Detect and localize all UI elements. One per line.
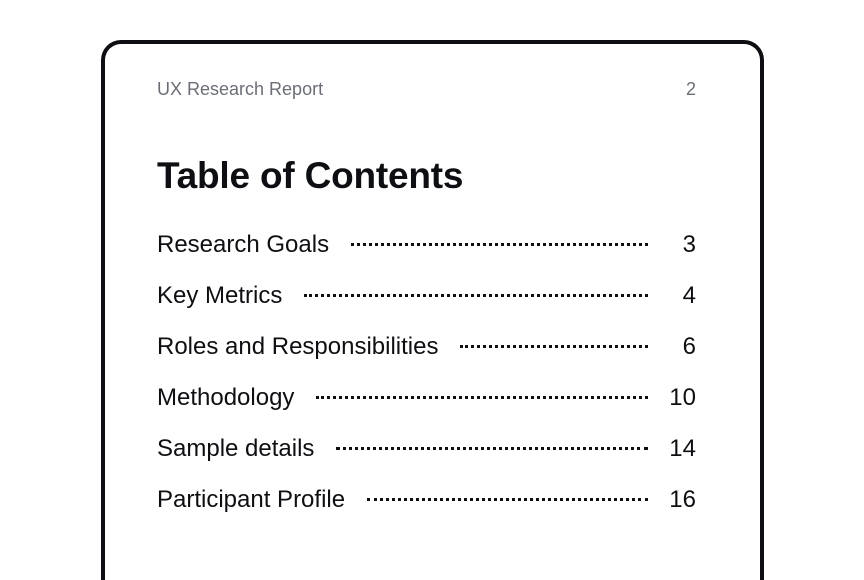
report-title: UX Research Report [157, 79, 324, 99]
toc-entry-roles-and-responsibilities[interactable]: Roles and Responsibilities 6 [157, 332, 696, 383]
toc-list: Research Goals 3 Key Metrics 4 Roles and… [157, 230, 696, 536]
dot-leader [316, 396, 648, 399]
toc-entry-page: 14 [669, 435, 696, 462]
toc-entry-methodology[interactable]: Methodology 10 [157, 383, 696, 434]
toc-entry-label: Key Metrics [157, 282, 283, 309]
toc-entry-research-goals[interactable]: Research Goals 3 [157, 230, 696, 281]
toc-entry-page: 3 [682, 231, 696, 258]
toc-entry-page: 6 [682, 333, 696, 360]
toc-entry-page: 16 [669, 486, 696, 513]
toc-entry-participant-profile[interactable]: Participant Profile 16 [157, 485, 696, 536]
dot-leader [336, 447, 648, 450]
toc-entry-label: Sample details [157, 435, 315, 462]
dot-leader [304, 294, 648, 297]
toc-entry-page: 4 [682, 282, 696, 309]
page-number: 2 [685, 79, 696, 99]
toc-entry-page: 10 [669, 384, 696, 411]
toc-entry-label: Methodology [157, 384, 295, 411]
page-header: UX Research Report 2 [157, 78, 696, 100]
toc-entry-sample-details[interactable]: Sample details 14 [157, 434, 696, 485]
dot-leader [367, 498, 648, 501]
toc-entry-label: Roles and Responsibilities [157, 333, 439, 360]
toc-entry-label: Research Goals [157, 231, 330, 258]
dot-leader [351, 243, 648, 246]
toc-entry-key-metrics[interactable]: Key Metrics 4 [157, 281, 696, 332]
page-title: Table of Contents [157, 155, 464, 196]
toc-entry-label: Participant Profile [157, 486, 346, 513]
dot-leader [460, 345, 648, 348]
report-page: UX Research Report 2 Table of Contents R… [101, 40, 764, 580]
